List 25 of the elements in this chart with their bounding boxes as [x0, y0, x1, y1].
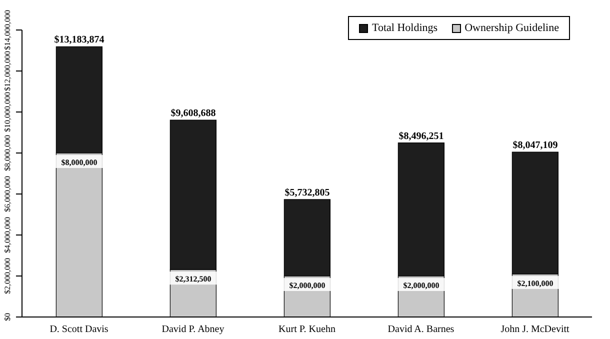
legend-label: Total Holdings	[371, 22, 438, 34]
total-label: $9,608,688	[170, 108, 216, 120]
y-tick-label: $0	[3, 313, 12, 321]
data-label: $2,000,000	[289, 281, 326, 290]
x-tick-label: David A. Barnes	[388, 324, 454, 336]
y-tick-label: $10,000,000	[3, 92, 12, 132]
y-tick-label: $8,000,000	[3, 135, 12, 171]
total-label: $8,496,251	[398, 130, 444, 142]
y-tick-label: $12,000,000	[3, 51, 12, 91]
data-label: $8,000,000	[61, 158, 98, 167]
x-tick-label: D. Scott Davis	[50, 324, 108, 336]
x-tick-label: Kurt P. Kuehn	[278, 324, 336, 336]
data-label: $2,100,000	[517, 278, 554, 288]
total-label: $13,183,874	[54, 34, 104, 46]
total-label: $5,732,805	[284, 187, 330, 198]
data-label: $2,312,500	[175, 274, 212, 284]
total-label: $8,047,109	[512, 140, 558, 152]
legend-label: Ownership Guideline	[464, 22, 559, 34]
y-tick-label: $14,000,000	[3, 10, 12, 50]
x-tick-label: John J. McDevitt	[500, 324, 570, 336]
data-label: $2,000,000	[403, 281, 440, 290]
x-tick-label: David P. Abney	[162, 324, 224, 336]
y-tick-label: $4,000,000	[3, 217, 12, 253]
y-tick-label: $2,000,000	[3, 258, 12, 294]
y-tick-label: $6,000,000	[3, 176, 12, 212]
